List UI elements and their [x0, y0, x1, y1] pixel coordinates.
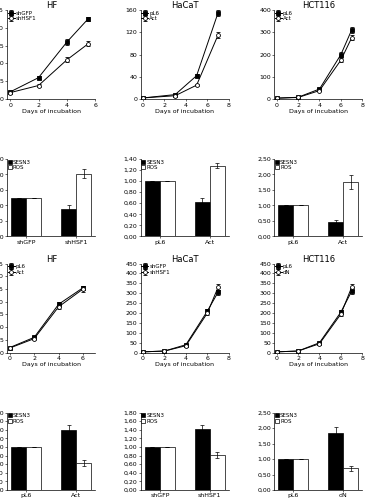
Bar	[61, 430, 76, 490]
Legend: pL6, Act: pL6, Act	[275, 10, 293, 22]
Title: HaCaT: HaCaT	[171, 1, 199, 10]
Bar	[195, 429, 210, 490]
Bar	[294, 206, 309, 236]
Title: HF: HF	[46, 1, 57, 10]
Bar	[328, 432, 343, 490]
Bar	[160, 181, 175, 236]
Bar	[343, 468, 358, 490]
Bar	[61, 208, 76, 236]
Bar	[76, 464, 91, 490]
Legend: SESN3, ROS: SESN3, ROS	[8, 413, 31, 424]
Legend: pL6, Act: pL6, Act	[8, 264, 26, 275]
X-axis label: Days of incubation: Days of incubation	[22, 109, 81, 114]
Bar	[145, 447, 160, 490]
Bar	[26, 198, 41, 236]
X-axis label: Days of incubation: Days of incubation	[289, 109, 348, 114]
Legend: pL6, dN: pL6, dN	[275, 264, 293, 275]
Bar	[11, 447, 26, 490]
Bar	[26, 447, 41, 490]
Bar	[160, 447, 175, 490]
Bar	[279, 206, 294, 236]
Title: HCT116: HCT116	[302, 254, 335, 264]
Legend: SESN3, ROS: SESN3, ROS	[8, 160, 31, 170]
X-axis label: Days of incubation: Days of incubation	[155, 362, 214, 368]
Bar	[279, 459, 294, 490]
Bar	[195, 202, 210, 236]
Legend: SESN3, ROS: SESN3, ROS	[141, 160, 164, 170]
X-axis label: Days of incubation: Days of incubation	[22, 362, 81, 368]
Legend: pL6, Act: pL6, Act	[141, 10, 159, 22]
Legend: SESN3, ROS: SESN3, ROS	[275, 413, 298, 424]
X-axis label: Days of incubation: Days of incubation	[155, 109, 214, 114]
Title: HCT116: HCT116	[302, 1, 335, 10]
Bar	[11, 198, 26, 236]
Bar	[210, 454, 225, 490]
X-axis label: Days of incubation: Days of incubation	[289, 362, 348, 368]
Bar	[76, 174, 91, 236]
Title: HaCaT: HaCaT	[171, 254, 199, 264]
Title: HF: HF	[46, 254, 57, 264]
Bar	[210, 166, 225, 236]
Legend: SESN3, ROS: SESN3, ROS	[141, 413, 164, 424]
Legend: shGFP, shHSF1: shGFP, shHSF1	[141, 264, 170, 275]
Legend: shGFP, shHSF1: shGFP, shHSF1	[8, 10, 36, 22]
Bar	[145, 181, 160, 236]
Bar	[343, 182, 358, 236]
Bar	[328, 222, 343, 236]
Legend: SESN3, ROS: SESN3, ROS	[275, 160, 298, 170]
Bar	[294, 459, 309, 490]
